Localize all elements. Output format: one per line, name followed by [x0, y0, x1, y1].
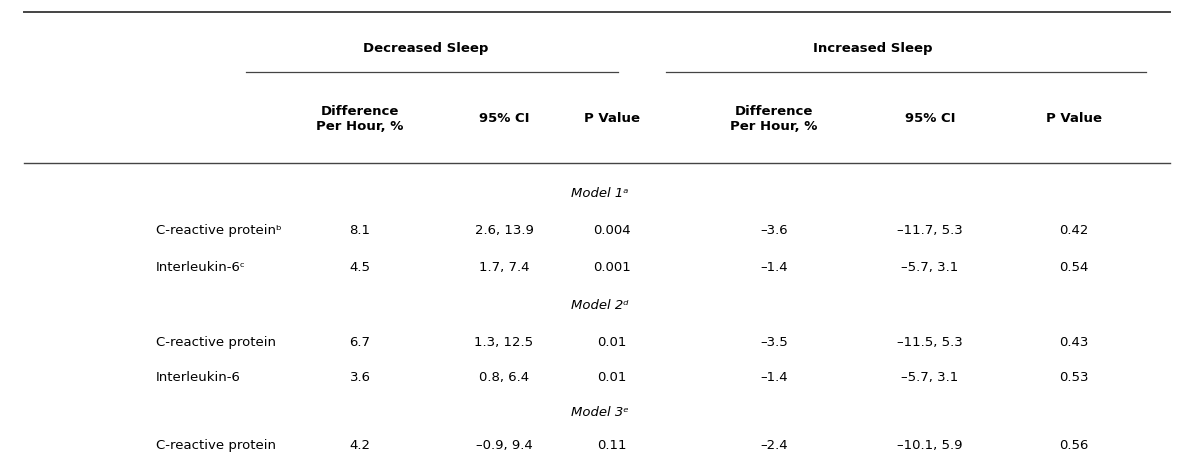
Text: 0.53: 0.53 [1060, 371, 1088, 384]
Text: 3.6: 3.6 [349, 371, 371, 384]
Text: 1.3, 12.5: 1.3, 12.5 [474, 336, 534, 349]
Text: 8.1: 8.1 [349, 224, 371, 237]
Text: C-reactive protein: C-reactive protein [156, 336, 276, 349]
Text: –5.7, 3.1: –5.7, 3.1 [901, 371, 959, 384]
Text: P Value: P Value [1046, 112, 1102, 125]
Text: Interleukin-6: Interleukin-6 [156, 371, 241, 384]
Text: 0.01: 0.01 [598, 371, 626, 384]
Text: 0.8, 6.4: 0.8, 6.4 [479, 371, 529, 384]
Text: –10.1, 5.9: –10.1, 5.9 [898, 439, 962, 452]
Text: –11.5, 5.3: –11.5, 5.3 [898, 336, 962, 349]
Text: –3.5: –3.5 [760, 336, 788, 349]
Text: Model 3ᵉ: Model 3ᵉ [571, 406, 629, 419]
Text: 6.7: 6.7 [349, 336, 371, 349]
Text: –3.6: –3.6 [760, 224, 788, 237]
Text: Difference
Per Hour, %: Difference Per Hour, % [317, 105, 403, 133]
Text: 0.11: 0.11 [598, 439, 626, 452]
Text: 2.6, 13.9: 2.6, 13.9 [474, 224, 534, 237]
Text: Increased Sleep: Increased Sleep [812, 42, 932, 55]
Text: 0.001: 0.001 [593, 261, 631, 274]
Text: 95% CI: 95% CI [905, 112, 955, 125]
Text: 0.54: 0.54 [1060, 261, 1088, 274]
Text: Model 2ᵈ: Model 2ᵈ [571, 299, 629, 312]
Text: –5.7, 3.1: –5.7, 3.1 [901, 261, 959, 274]
Text: 4.2: 4.2 [349, 439, 371, 452]
Text: C-reactive proteinᵇ: C-reactive proteinᵇ [156, 224, 282, 237]
Text: 0.004: 0.004 [593, 224, 631, 237]
Text: Decreased Sleep: Decreased Sleep [364, 42, 488, 55]
Text: –1.4: –1.4 [760, 261, 788, 274]
Text: P Value: P Value [584, 112, 640, 125]
Text: 1.7, 7.4: 1.7, 7.4 [479, 261, 529, 274]
Text: C-reactive protein: C-reactive protein [156, 439, 276, 452]
Text: 0.56: 0.56 [1060, 439, 1088, 452]
Text: 0.43: 0.43 [1060, 336, 1088, 349]
Text: 95% CI: 95% CI [479, 112, 529, 125]
Text: Difference
Per Hour, %: Difference Per Hour, % [731, 105, 817, 133]
Text: –0.9, 9.4: –0.9, 9.4 [475, 439, 533, 452]
Text: 4.5: 4.5 [349, 261, 371, 274]
Text: 0.42: 0.42 [1060, 224, 1088, 237]
Text: –1.4: –1.4 [760, 371, 788, 384]
Text: Model 1ᵃ: Model 1ᵃ [571, 187, 629, 200]
Text: Interleukin-6ᶜ: Interleukin-6ᶜ [156, 261, 246, 274]
Text: –11.7, 5.3: –11.7, 5.3 [898, 224, 962, 237]
Text: –2.4: –2.4 [760, 439, 788, 452]
Text: 0.01: 0.01 [598, 336, 626, 349]
